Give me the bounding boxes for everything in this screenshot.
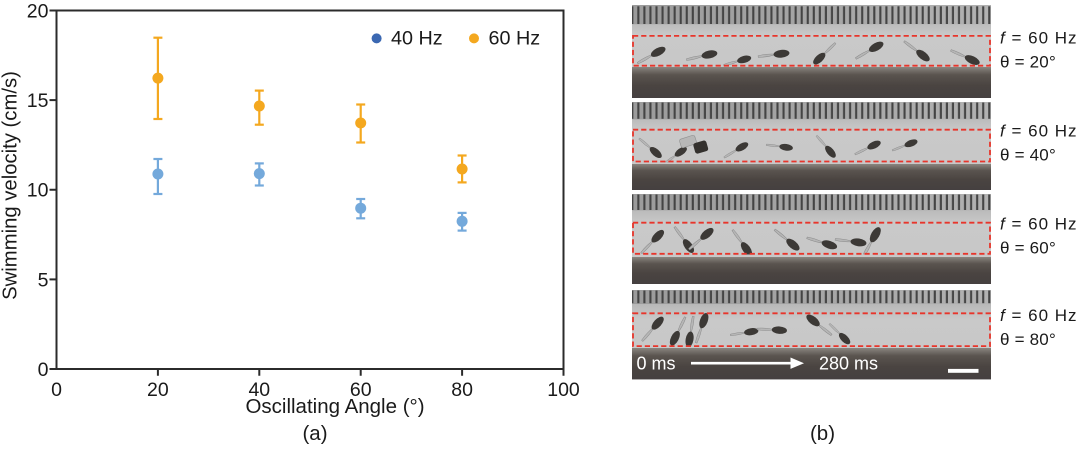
svg-text:10: 10 — [27, 180, 49, 202]
svg-text:f = 60 Hz: f = 60 Hz — [1000, 29, 1078, 48]
svg-text:0: 0 — [51, 379, 62, 401]
svg-text:0: 0 — [38, 359, 49, 381]
svg-text:θ = 60°: θ = 60° — [1000, 239, 1056, 258]
svg-text:Swimming velocity (cm/s): Swimming velocity (cm/s) — [0, 71, 22, 300]
svg-text:20: 20 — [147, 379, 169, 401]
svg-text:100: 100 — [547, 379, 580, 401]
svg-text:20: 20 — [27, 1, 49, 23]
svg-text:(a): (a) — [302, 422, 327, 445]
svg-text:θ = 80°: θ = 80° — [1000, 330, 1056, 349]
svg-text:Oscillating Angle (°): Oscillating Angle (°) — [245, 395, 424, 418]
svg-text:(b): (b) — [810, 422, 835, 445]
svg-text:60 Hz: 60 Hz — [489, 28, 541, 50]
svg-text:f = 60 Hz: f = 60 Hz — [1000, 122, 1078, 141]
svg-text:280 ms: 280 ms — [819, 354, 878, 374]
svg-text:f = 60 Hz: f = 60 Hz — [1000, 306, 1078, 325]
svg-text:80: 80 — [451, 379, 473, 401]
svg-text:40: 40 — [248, 379, 270, 401]
svg-text:60: 60 — [350, 379, 372, 401]
svg-text:5: 5 — [38, 269, 49, 291]
svg-text:15: 15 — [27, 90, 49, 112]
svg-text:40 Hz: 40 Hz — [391, 28, 443, 50]
svg-text:0 ms: 0 ms — [637, 354, 676, 374]
svg-text:f = 60 Hz: f = 60 Hz — [1000, 215, 1078, 234]
svg-text:θ = 20°: θ = 20° — [1000, 53, 1056, 72]
svg-text:θ = 40°: θ = 40° — [1000, 146, 1056, 165]
